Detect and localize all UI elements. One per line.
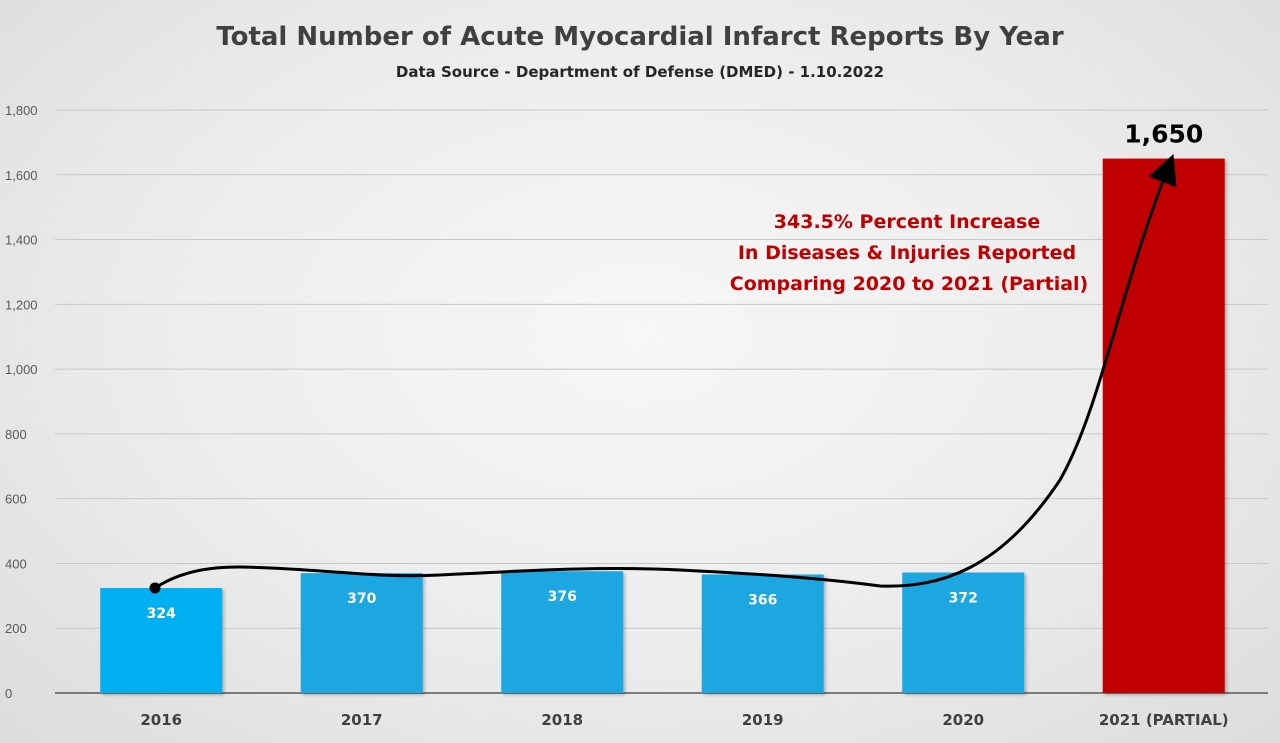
gridlines [55, 109, 1268, 694]
x-tick-label: 2016 [140, 711, 182, 729]
x-tick-label: 2018 [541, 711, 583, 729]
bars [100, 158, 1225, 694]
bar-2018 [501, 571, 624, 693]
y-tick-label: 1,600 [5, 168, 38, 183]
x-axis-ticks: 2016 2017 2018 2019 2020 2021 (PARTIAL) [140, 711, 1228, 729]
data-label: 370 [347, 591, 376, 607]
annotation-line-3: Comparing 2020 to 2021 (Partial) [730, 273, 1089, 295]
data-label: 366 [748, 592, 777, 608]
x-tick-label: 2020 [942, 711, 984, 729]
y-tick-label: 0 [5, 686, 12, 701]
bar-2019 [701, 574, 824, 693]
data-labels: 324 370 376 366 372 1,650 [147, 120, 1204, 622]
trend-arrow [154, 154, 1177, 590]
data-label: 376 [548, 589, 577, 605]
bar-2016 [100, 588, 223, 693]
bar-2020 [902, 572, 1025, 693]
chart-subtitle: Data Source - Department of Defense (DME… [396, 63, 884, 81]
data-label: 324 [147, 606, 176, 622]
y-tick-label: 200 [5, 621, 27, 636]
y-tick-label: 1,800 [5, 103, 38, 118]
y-tick-label: 1,000 [5, 362, 38, 377]
y-tick-label: 400 [5, 556, 27, 571]
bar-2021 [1102, 158, 1225, 694]
bar-2017 [300, 573, 423, 693]
data-label: 1,650 [1124, 120, 1203, 149]
y-tick-label: 1,200 [5, 297, 38, 312]
data-label: 372 [949, 591, 978, 607]
x-tick-label: 2017 [341, 711, 383, 729]
x-tick-label: 2019 [742, 711, 784, 729]
x-tick-label: 2021 (PARTIAL) [1099, 711, 1229, 729]
annotation-line-1: 343.5% Percent Increase [774, 211, 1040, 233]
y-tick-label: 600 [5, 492, 27, 507]
trend-arrow-start-dot [149, 582, 161, 594]
y-axis-ticks: 0 200 400 600 800 1,000 1,200 1,400 1,600 1,800 [5, 103, 38, 701]
annotation-line-2: In Diseases & Injuries Reported [738, 242, 1076, 264]
y-tick-label: 800 [5, 427, 27, 442]
annotation: 343.5% Percent Increase In Diseases & In… [730, 211, 1089, 295]
chart-title: Total Number of Acute Myocardial Infarct… [216, 22, 1064, 52]
y-tick-label: 1,400 [5, 233, 38, 248]
